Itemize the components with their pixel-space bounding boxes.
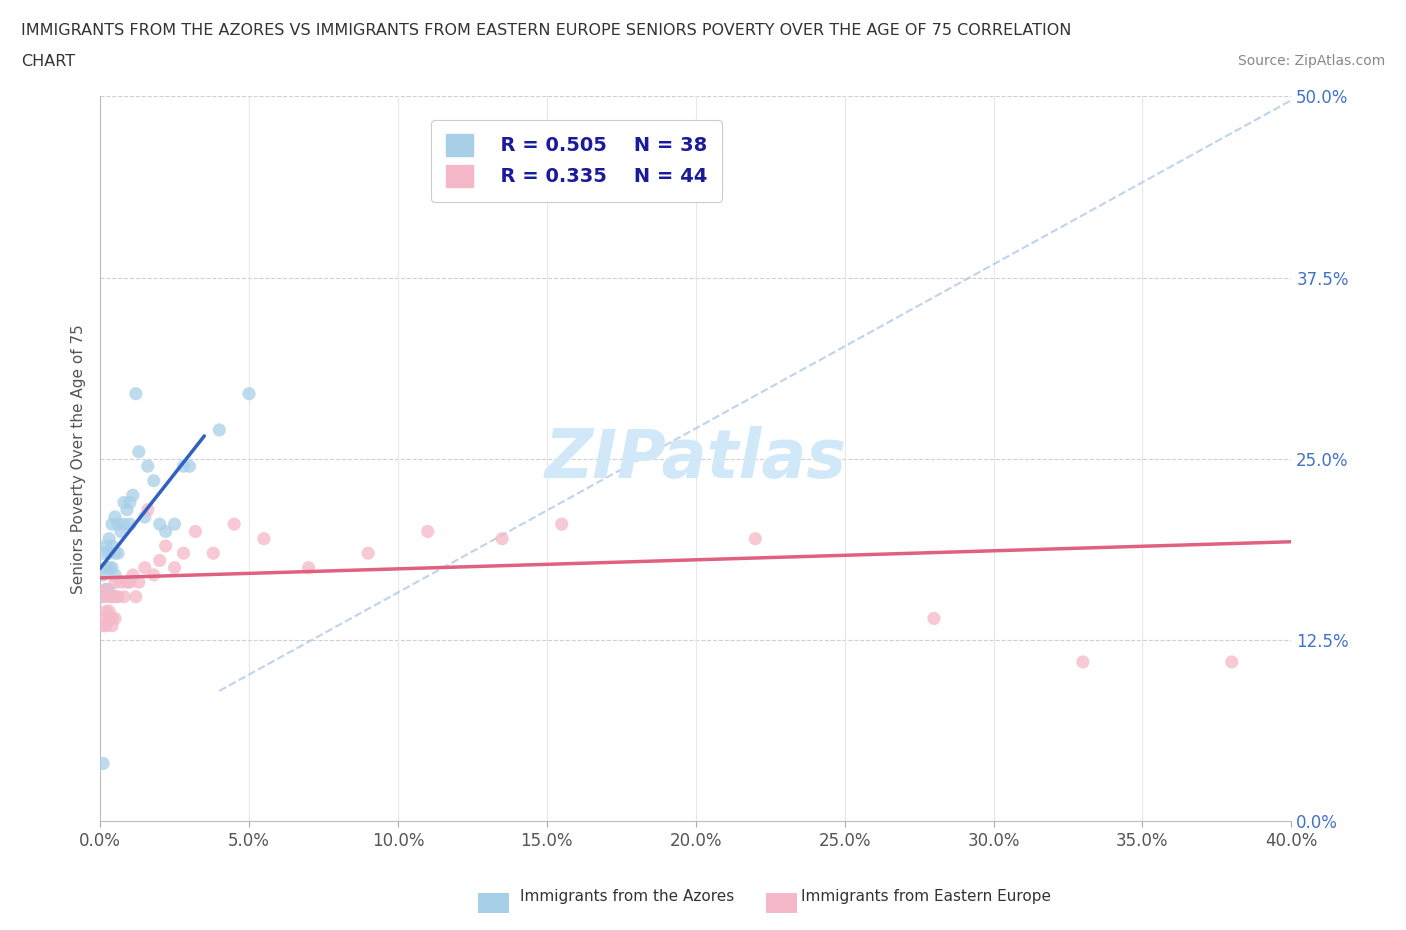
Point [104, 510, 127, 525]
Point [253, 531, 276, 546]
Point [142, 473, 165, 488]
Point [115, 502, 138, 517]
Point [163, 517, 186, 532]
Point [179, 458, 201, 473]
Text: Immigrants from Eastern Europe: Immigrants from Eastern Europe [801, 889, 1052, 904]
Point [136, 458, 159, 473]
Text: Source: ZipAtlas.com: Source: ZipAtlas.com [1237, 54, 1385, 68]
Point [122, 487, 145, 502]
Point [922, 611, 945, 626]
Point [101, 560, 124, 575]
Point [744, 531, 766, 546]
Point [101, 611, 124, 626]
Point [134, 560, 156, 575]
Point [104, 575, 127, 590]
Point [173, 458, 195, 473]
Point [107, 590, 129, 604]
Point [101, 538, 124, 553]
Point [163, 560, 186, 575]
Point [94, 538, 117, 553]
Text: ZIPatlas: ZIPatlas [544, 426, 846, 492]
Point [125, 590, 148, 604]
Point [104, 590, 127, 604]
Point [208, 422, 231, 437]
Point [91, 618, 114, 633]
Point [91, 567, 114, 582]
Point [101, 618, 124, 633]
Point [104, 567, 127, 582]
Text: Immigrants from the Azores: Immigrants from the Azores [520, 889, 734, 904]
Point [134, 510, 156, 525]
Point [1071, 655, 1094, 670]
Point [297, 560, 319, 575]
Point [118, 517, 141, 532]
Point [91, 590, 114, 604]
Point [149, 517, 172, 532]
Point [98, 582, 121, 597]
Point [91, 590, 114, 604]
Point [98, 531, 121, 546]
Point [142, 567, 165, 582]
Point [101, 517, 124, 532]
Point [91, 756, 114, 771]
Point [184, 524, 207, 538]
Text: IMMIGRANTS FROM THE AZORES VS IMMIGRANTS FROM EASTERN EUROPE SENIORS POVERTY OVE: IMMIGRANTS FROM THE AZORES VS IMMIGRANTS… [21, 23, 1071, 38]
Point [94, 582, 117, 597]
Legend:   R = 0.505    N = 38,   R = 0.335    N = 44: R = 0.505 N = 38, R = 0.335 N = 44 [432, 120, 723, 202]
Point [125, 386, 148, 401]
Point [91, 611, 114, 626]
Point [1220, 655, 1243, 670]
Point [118, 575, 141, 590]
Point [491, 531, 513, 546]
Point [112, 517, 135, 532]
Point [173, 546, 195, 561]
Point [98, 546, 121, 561]
Point [94, 582, 117, 597]
Point [91, 546, 114, 561]
Point [98, 590, 121, 604]
Point [122, 567, 145, 582]
Point [118, 495, 141, 510]
Point [110, 524, 132, 538]
Point [98, 604, 121, 618]
Point [98, 560, 121, 575]
Point [94, 560, 117, 575]
Point [128, 445, 150, 459]
Point [94, 604, 117, 618]
Point [149, 553, 172, 568]
Point [640, 154, 662, 169]
Point [104, 611, 127, 626]
Text: CHART: CHART [21, 54, 75, 69]
Y-axis label: Seniors Poverty Over the Age of 75: Seniors Poverty Over the Age of 75 [72, 324, 86, 594]
Point [155, 524, 177, 538]
Point [551, 517, 574, 532]
Point [155, 538, 177, 553]
Point [110, 575, 132, 590]
Point [101, 590, 124, 604]
Point [238, 386, 260, 401]
Point [94, 618, 117, 633]
Point [107, 517, 129, 532]
Point [112, 495, 135, 510]
Point [224, 517, 246, 532]
Point [115, 575, 138, 590]
Point [202, 546, 225, 561]
Point [136, 502, 159, 517]
Point [112, 590, 135, 604]
Point [107, 546, 129, 561]
Point [416, 524, 439, 538]
Point [98, 611, 121, 626]
Point [128, 575, 150, 590]
Point [357, 546, 380, 561]
Point [104, 546, 127, 561]
